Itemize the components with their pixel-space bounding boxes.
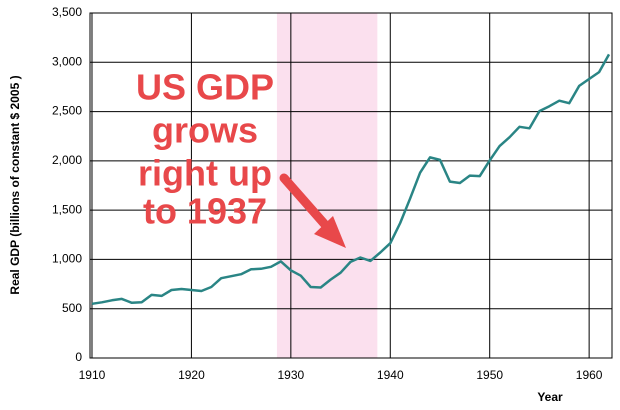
- y-tick-label: 500: [62, 301, 82, 315]
- x-tick-label: 1930: [277, 368, 304, 382]
- x-tick-label: 1950: [476, 368, 503, 382]
- annotation-text: to 1937: [143, 191, 267, 232]
- annotation-arrow-shaft: [279, 173, 333, 233]
- annotation-text: right up: [138, 153, 272, 194]
- x-tick-label: 1910: [79, 368, 106, 382]
- y-tick-label: 2,000: [52, 153, 82, 167]
- x-tick-label: 1960: [576, 368, 603, 382]
- x-axis-title: Year: [537, 390, 563, 404]
- annotation-text: US GDP: [136, 67, 274, 108]
- gdp-line: [91, 53, 611, 306]
- annotation-arrow-head: [314, 216, 346, 248]
- y-tick-label: 3,000: [52, 54, 82, 68]
- y-tick-label: 1,500: [52, 202, 82, 216]
- y-tick-label: 0: [75, 350, 82, 364]
- y-tick-label: 3,500: [52, 5, 82, 19]
- plot-frame: [89, 12, 613, 359]
- annotation-text: grows: [152, 110, 258, 151]
- y-axis-title: Real GDP (billions of constant $ 2005 ): [8, 75, 22, 294]
- x-tick-label: 1920: [178, 368, 205, 382]
- y-tick-label: 2,500: [52, 104, 82, 118]
- y-tick-label: 1,000: [52, 252, 82, 266]
- x-tick-label: 1940: [377, 368, 404, 382]
